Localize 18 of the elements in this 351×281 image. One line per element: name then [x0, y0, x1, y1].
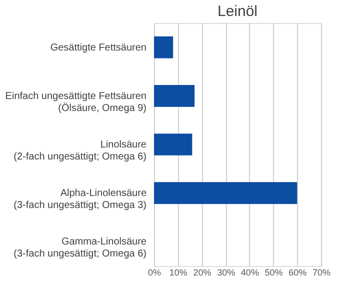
x-tick-label: 40%	[240, 268, 259, 278]
x-tick-label: 20%	[193, 268, 212, 278]
bar	[154, 134, 192, 156]
y-tick-label: Linolsäure (2-fach ungesättigt; Omega 6)	[14, 140, 147, 162]
x-tick-label: 10%	[169, 268, 188, 278]
y-tick-label: Gesättigte Fettsäuren	[50, 42, 146, 54]
bar	[154, 84, 195, 107]
bar	[154, 36, 174, 58]
chart-title: Leinöl	[217, 3, 258, 20]
bar	[154, 182, 298, 204]
x-tick-label: 30%	[217, 268, 236, 278]
y-tick-label: Gamma-Linolsäure (3-fach ungesättigt; Omega 6)	[14, 236, 147, 260]
x-tick-label: 50%	[264, 268, 283, 278]
y-tick-label: Alpha-Linolensäure (3-fach ungesättigt; Omega 3)	[14, 188, 147, 212]
x-tick-label: 70%	[312, 268, 331, 278]
y-tick-label: Einfach ungesättigte Fettsäuren (Ölsäure, Omega 9)	[5, 90, 146, 114]
x-tick-label: 60%	[288, 268, 307, 278]
x-tick-label: 0%	[148, 268, 162, 278]
